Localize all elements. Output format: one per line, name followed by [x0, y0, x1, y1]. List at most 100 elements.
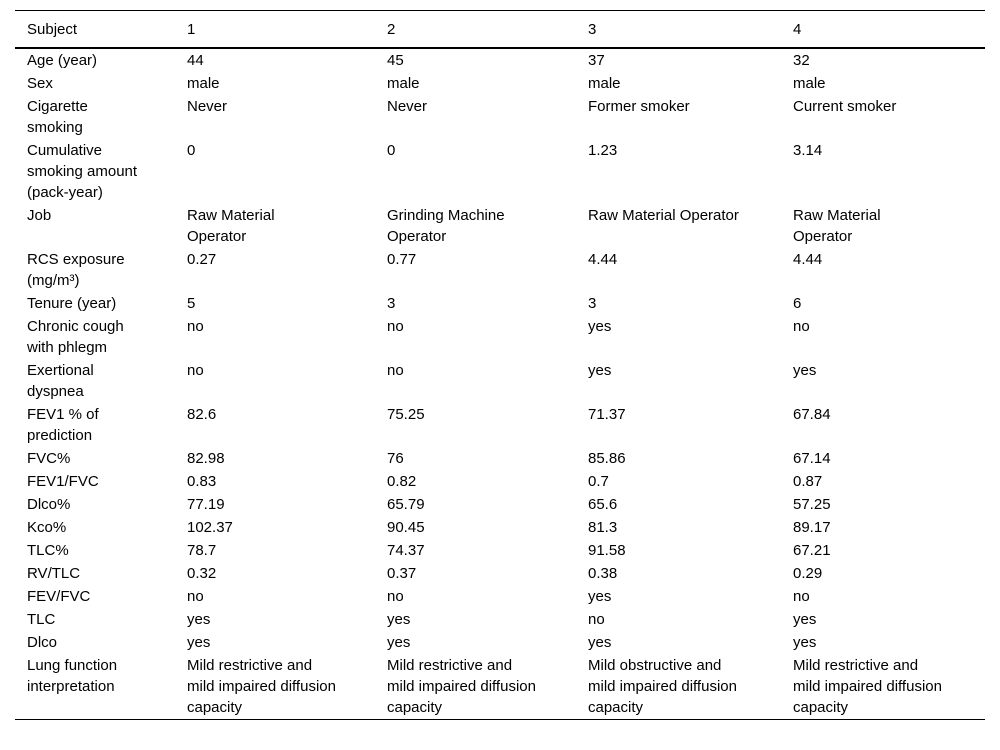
- table-row: Lung function interpretation Mild restric…: [15, 654, 985, 720]
- row-label: Dlco%: [27, 496, 71, 513]
- cell-value: male: [187, 75, 220, 92]
- table-row: Job Raw Material Operator Grinding Machine…: [15, 204, 985, 248]
- cell-value: Grinding Machine Operator: [387, 207, 505, 245]
- cell-value: 76: [387, 450, 404, 467]
- column-header-subject-4: 4: [793, 10, 985, 49]
- cell-value: 3: [387, 295, 396, 312]
- table-row: Dlco yes yes yes yes: [15, 631, 985, 654]
- cell-value: Raw Material Operator: [793, 207, 881, 245]
- cell-value: 102.37: [187, 519, 233, 536]
- row-label: Sex: [27, 75, 53, 92]
- cell-value: yes: [793, 362, 817, 379]
- cell-value: 0.77: [387, 251, 417, 268]
- cell-value: no: [793, 588, 810, 605]
- cell-value: 0.7: [588, 473, 609, 490]
- row-label: Kco%: [27, 519, 67, 536]
- column-header-subject-3: 3: [588, 10, 793, 49]
- table-row: FVC% 82.98 76 85.86 67.14: [15, 447, 985, 470]
- column-header-subject-1: 1: [187, 10, 387, 49]
- table-row: Tenure (year) 5 3 3 6: [15, 292, 985, 315]
- cell-value: Mild restrictive and mild impaired diffu…: [793, 657, 942, 716]
- table-row: Kco% 102.37 90.45 81.3 89.17: [15, 516, 985, 539]
- cell-value: yes: [588, 634, 612, 651]
- cell-value: Never: [387, 98, 428, 115]
- table-row: Cigarette smoking Never Never Former smoker…: [15, 95, 985, 139]
- row-label: FEV1/FVC: [27, 473, 99, 490]
- cell-value: 0.38: [588, 565, 618, 582]
- cell-value: 0.29: [793, 565, 823, 582]
- cell-value: yes: [588, 318, 612, 335]
- cell-value: Raw Material Operator: [187, 207, 275, 245]
- row-label: FEV1 % of prediction: [27, 406, 99, 444]
- cell-value: 5: [187, 295, 196, 312]
- cell-value: 82.98: [187, 450, 225, 467]
- row-label: FVC%: [27, 450, 71, 467]
- cell-value: yes: [387, 634, 411, 651]
- cell-value: Former smoker: [588, 98, 690, 115]
- cell-value: Raw Material Operator: [588, 207, 739, 224]
- row-label: Cigarette smoking: [27, 98, 88, 136]
- row-label: TLC%: [27, 542, 69, 559]
- cell-value: 0.83: [187, 473, 217, 490]
- cell-value: 71.37: [588, 406, 626, 423]
- cell-value: yes: [187, 634, 211, 651]
- cell-value: 0: [187, 142, 196, 159]
- column-header-subject: Subject: [15, 10, 187, 49]
- cell-value: 75.25: [387, 406, 425, 423]
- table-row: RV/TLC 0.32 0.37 0.38 0.29: [15, 562, 985, 585]
- cell-value: 67.14: [793, 450, 831, 467]
- table-row: Exertional dyspnea no no yes yes: [15, 359, 985, 403]
- row-label: Lung function interpretation: [27, 657, 118, 695]
- row-label: Dlco: [27, 634, 58, 651]
- cell-value: 0.82: [387, 473, 417, 490]
- cell-value: 82.6: [187, 406, 217, 423]
- row-label: Chronic cough with phlegm: [27, 318, 124, 356]
- cell-value: 45: [387, 52, 404, 69]
- cell-value: 91.58: [588, 542, 626, 559]
- cell-value: yes: [793, 634, 817, 651]
- row-label: Exertional dyspnea: [27, 362, 94, 400]
- cell-value: 81.3: [588, 519, 618, 536]
- cell-value: no: [187, 362, 204, 379]
- table-row: TLC% 78.7 74.37 91.58 67.21: [15, 539, 985, 562]
- cell-value: yes: [588, 362, 612, 379]
- table-row: RCS exposure (mg/m³) 0.27 0.77 4.44 4.44: [15, 248, 985, 292]
- cell-value: 78.7: [187, 542, 217, 559]
- cell-value: no: [588, 611, 605, 628]
- cell-value: Current smoker: [793, 98, 897, 115]
- cell-value: 6: [793, 295, 802, 312]
- table-row: FEV/FVC no no yes no: [15, 585, 985, 608]
- table-row: Sex male male male male: [15, 72, 985, 95]
- paper-page: Subject 1 2 3 4 Age (year) 44 45 37 32 Sex mal…: [0, 10, 1000, 750]
- cell-value: no: [187, 318, 204, 335]
- row-label: Cumulative smoking amount (pack-year): [27, 142, 138, 201]
- cell-value: 3: [588, 295, 597, 312]
- column-header-subject-2: 2: [387, 10, 588, 49]
- cell-value: 65.79: [387, 496, 425, 513]
- row-label: RCS exposure (mg/m³): [27, 251, 125, 289]
- cell-value: no: [387, 588, 404, 605]
- cell-value: 74.37: [387, 542, 425, 559]
- table-row: FEV1 % of prediction 82.6 75.25 71.37 67.84: [15, 403, 985, 447]
- table-row: Dlco% 77.19 65.79 65.6 57.25: [15, 493, 985, 516]
- cell-value: 0.27: [187, 251, 217, 268]
- row-label: FEV/FVC: [27, 588, 91, 605]
- cell-value: 1.23: [588, 142, 618, 159]
- cell-value: 0.32: [187, 565, 217, 582]
- row-label: TLC: [27, 611, 56, 628]
- cell-value: 0.87: [793, 473, 823, 490]
- cell-value: 77.19: [187, 496, 225, 513]
- table-row: Cumulative smoking amount (pack-year) 0 0 1…: [15, 139, 985, 204]
- cell-value: 89.17: [793, 519, 831, 536]
- cell-value: 44: [187, 52, 204, 69]
- cell-value: no: [793, 318, 810, 335]
- cell-value: 3.14: [793, 142, 823, 159]
- row-label: RV/TLC: [27, 565, 81, 582]
- table-row: FEV1/FVC 0.83 0.82 0.7 0.87: [15, 470, 985, 493]
- cell-value: Mild restrictive and mild impaired diffu…: [187, 657, 336, 716]
- table-body: Age (year) 44 45 37 32 Sex male male male male Cig…: [15, 48, 985, 720]
- row-label: Job: [27, 207, 52, 224]
- cell-value: 32: [793, 52, 810, 69]
- cell-value: yes: [793, 611, 817, 628]
- cell-value: 67.84: [793, 406, 831, 423]
